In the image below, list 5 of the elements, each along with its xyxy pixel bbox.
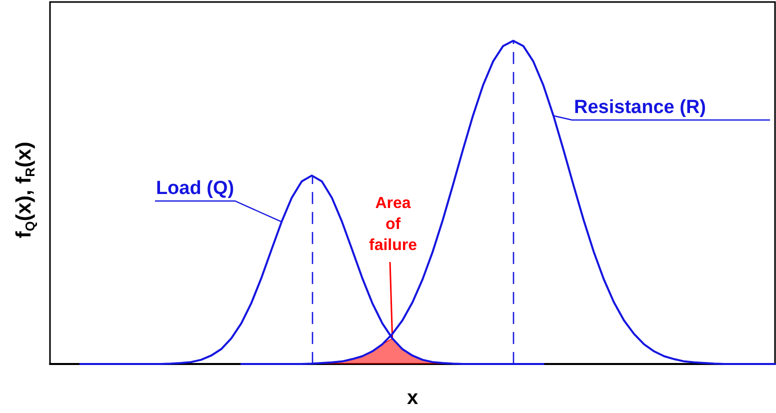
text: Load (Q) (156, 178, 234, 199)
annotation: Area of failure (368, 195, 418, 254)
x-axis-title: x (406, 387, 418, 409)
y-axis-title: fQ(x), fR(x) (12, 142, 38, 238)
series-label: Resistance (R) (574, 97, 706, 118)
